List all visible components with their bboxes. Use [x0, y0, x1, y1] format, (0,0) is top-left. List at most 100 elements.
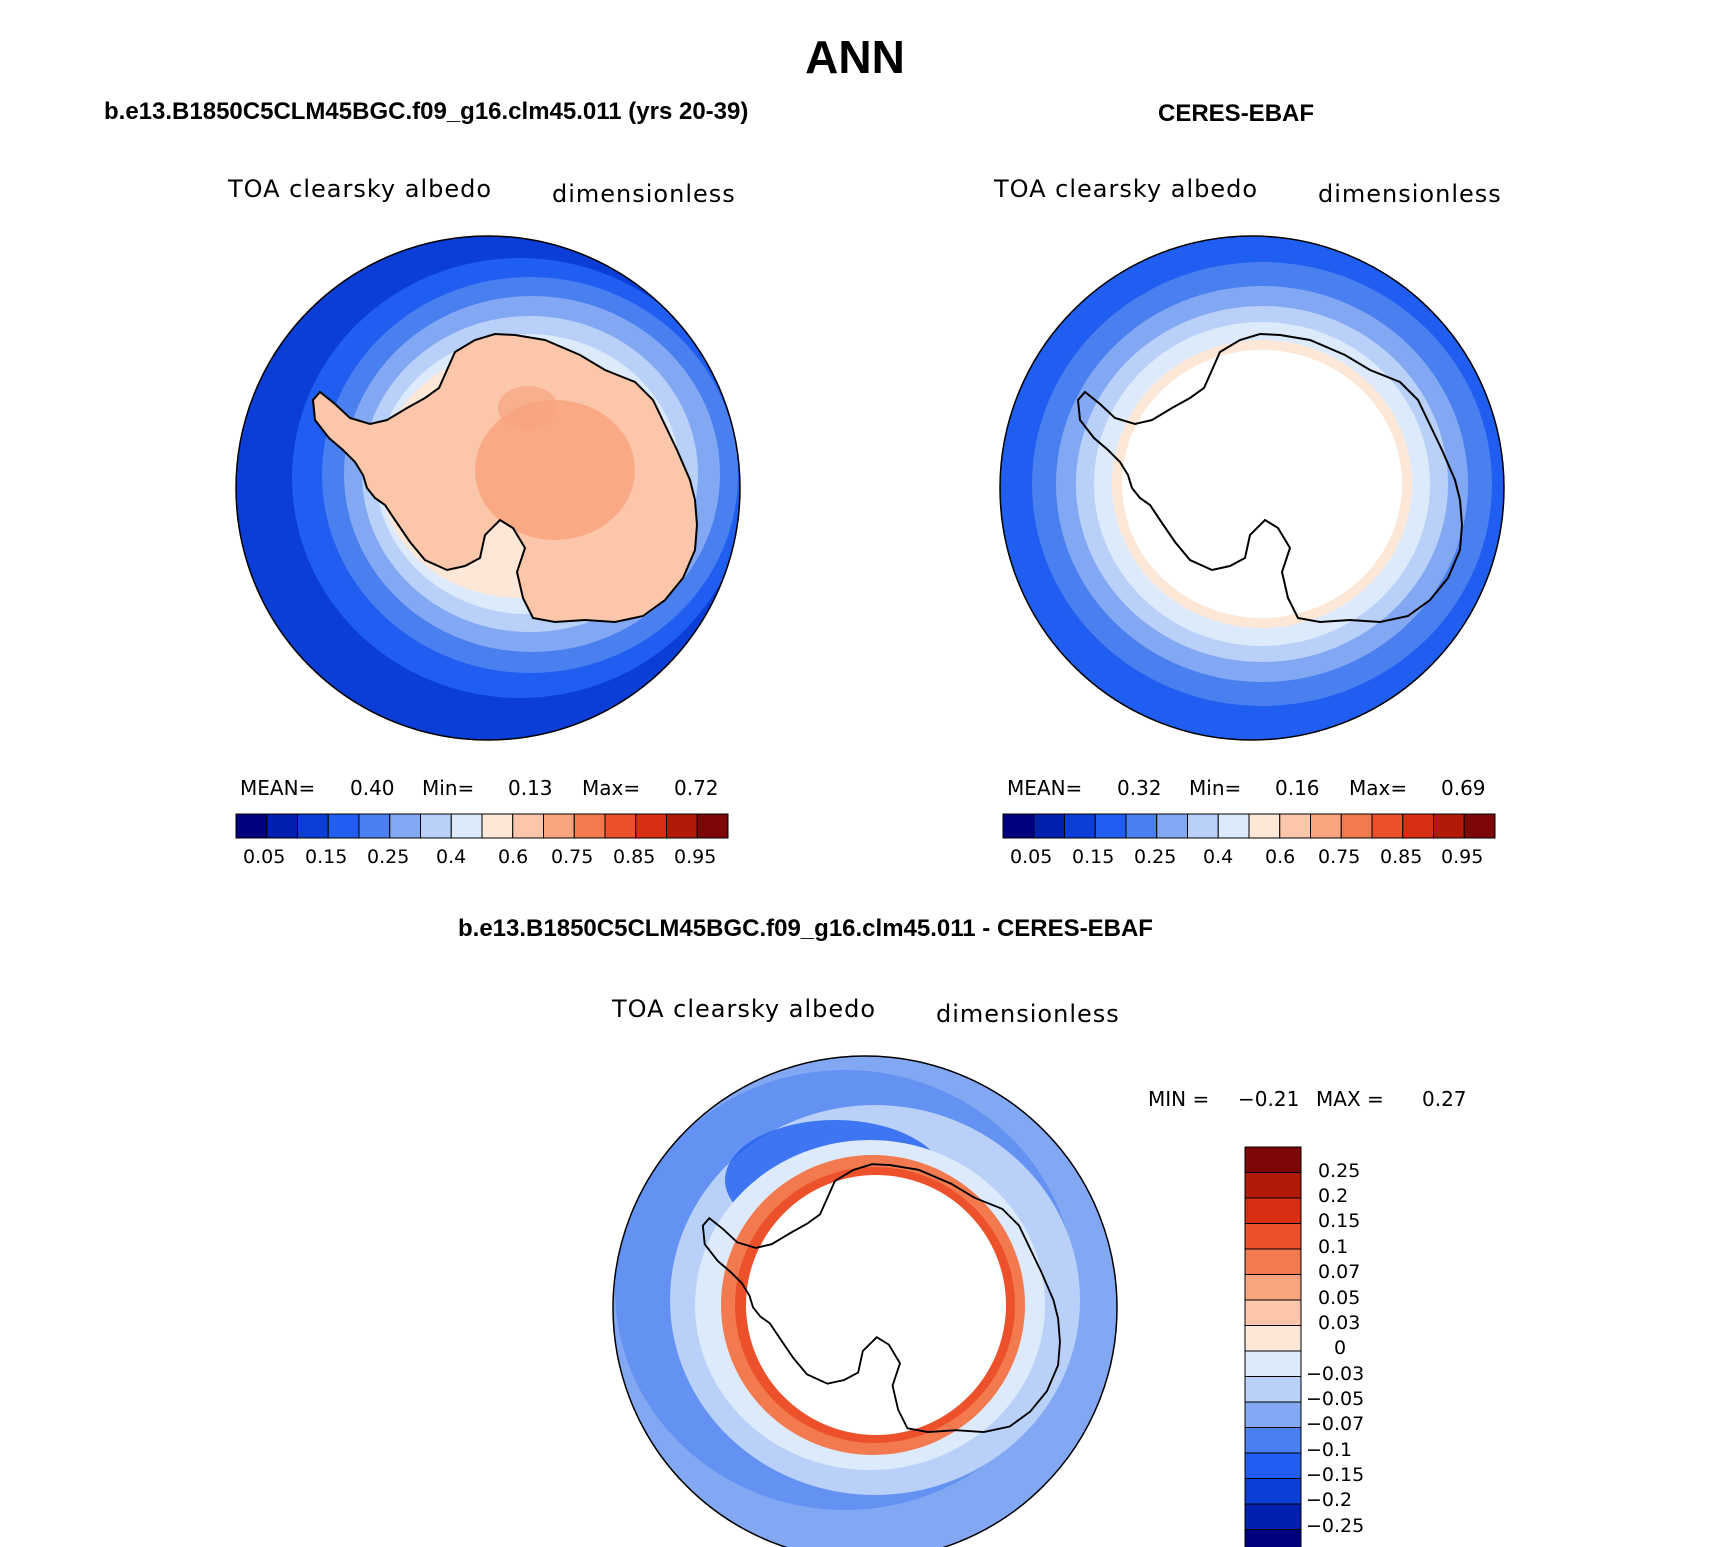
colorbar-label-model: 0.05 — [243, 846, 286, 868]
colorbar-swatch — [1002, 813, 1035, 839]
colorbar-swatch — [1187, 813, 1219, 839]
colorbar-label-diff: 0.07 — [1318, 1261, 1361, 1283]
colorbar-swatch — [481, 813, 514, 839]
colorbar-swatch — [1244, 1529, 1302, 1547]
colorbar-swatch — [1064, 813, 1096, 839]
colorbar-swatch — [450, 813, 483, 839]
colorbar-swatch — [1244, 1350, 1302, 1377]
colorbar-swatch — [1244, 1427, 1302, 1454]
colorbar-label-diff: −0.05 — [1306, 1388, 1365, 1410]
stat-min-label-obs: Min= — [1189, 776, 1242, 800]
stat-max-diff: 0.27 — [1422, 1087, 1467, 1111]
colorbar-swatch — [266, 813, 298, 839]
colorbar-swatch — [543, 813, 575, 839]
colorbar-swatch — [1244, 1325, 1302, 1352]
colorbar-swatch — [573, 813, 606, 839]
colorbar-label-diff: 0.05 — [1318, 1287, 1361, 1309]
colorbar-swatch — [1244, 1401, 1302, 1428]
stat-mean-label-obs: MEAN= — [1007, 776, 1083, 800]
colorbar-swatch — [358, 813, 391, 839]
colorbar-swatch — [1402, 813, 1434, 839]
stat-max-label-diff: MAX = — [1316, 1087, 1384, 1111]
colorbar-swatch — [1244, 1452, 1302, 1479]
colorbar-label-model: 0.15 — [305, 846, 348, 868]
colorbar-label-obs: 0.05 — [1010, 846, 1053, 868]
colorbar-swatch — [666, 813, 698, 839]
colorbar-label-obs: 0.4 — [1203, 846, 1234, 868]
stat-mean-label-model: MEAN= — [240, 776, 316, 800]
stat-min-model: 0.13 — [508, 776, 553, 800]
colorbar-label-diff: 0.15 — [1318, 1210, 1361, 1232]
stat-min-obs: 0.16 — [1275, 776, 1320, 800]
colorbar-swatch — [635, 813, 667, 839]
colorbar-swatch — [1248, 813, 1281, 839]
colorbar-label-obs: 0.25 — [1134, 846, 1177, 868]
colorbar-label-diff: −0.03 — [1306, 1363, 1365, 1385]
stat-max-label-obs: Max= — [1349, 776, 1408, 800]
colorbar-swatch — [327, 813, 360, 839]
colorbar-swatch — [1340, 813, 1373, 839]
colorbar-label-obs: 0.6 — [1265, 846, 1296, 868]
stat-max-label-model: Max= — [582, 776, 641, 800]
colorbar-swatch — [389, 813, 421, 839]
stat-min-label-model: Min= — [422, 776, 475, 800]
colorbar-swatch — [1244, 1376, 1302, 1403]
colorbar-label-diff: 0.2 — [1318, 1185, 1349, 1207]
colorbar-swatch — [1244, 1223, 1302, 1250]
colorbar-label-model: 0.95 — [674, 846, 717, 868]
colorbar-label-model: 0.6 — [498, 846, 529, 868]
variable-label-diff: TOA clearsky albedo — [612, 995, 877, 1023]
colorbar-swatch — [1244, 1274, 1302, 1301]
colorbar-swatch — [604, 813, 637, 839]
colorbar-swatch — [696, 813, 729, 839]
colorbar-swatch — [1244, 1503, 1302, 1530]
colorbar-label-diff: −0.25 — [1306, 1515, 1365, 1537]
units-label-model: dimensionless — [552, 180, 736, 208]
panel-title-obs: CERES-EBAF — [1158, 100, 1315, 127]
map-obs — [999, 235, 1505, 741]
stat-max-obs: 0.69 — [1441, 776, 1486, 800]
colorbar-label-diff: −0.1 — [1306, 1439, 1353, 1461]
colorbar-label-diff: −0.15 — [1306, 1464, 1365, 1486]
colorbar-swatch — [1279, 813, 1311, 839]
colorbar-swatch — [1156, 813, 1188, 839]
colorbar-swatch — [1433, 813, 1465, 839]
colorbar-label-diff: 0.1 — [1318, 1236, 1349, 1258]
colorbar-label-obs: 0.15 — [1072, 846, 1115, 868]
variable-label-obs: TOA clearsky albedo — [994, 175, 1259, 203]
figure-title: ANN — [805, 31, 905, 83]
map-diff — [612, 1055, 1118, 1547]
colorbar-swatch — [1244, 1299, 1302, 1326]
colorbar-swatch — [1244, 1172, 1302, 1199]
colorbar-swatch — [1094, 813, 1127, 839]
map-model — [235, 235, 741, 741]
colorbar-label-model: 0.4 — [436, 846, 467, 868]
colorbar-label-diff: 0 — [1334, 1337, 1347, 1359]
colorbar-swatch — [1244, 1146, 1302, 1173]
colorbar-swatch — [235, 813, 268, 839]
colorbar-label-obs: 0.85 — [1380, 846, 1423, 868]
colorbar-swatch — [512, 813, 544, 839]
colorbar-swatch — [1463, 813, 1496, 839]
colorbar-label-model: 0.85 — [613, 846, 656, 868]
colorbar-obs — [1002, 813, 1496, 839]
colorbar-swatch — [1310, 813, 1342, 839]
colorbar-swatch — [420, 813, 452, 839]
panel-title-diff: b.e13.B1850C5CLM45BGC.f09_g16.clm45.011 … — [458, 915, 1153, 942]
colorbar-swatch — [1125, 813, 1158, 839]
colorbar-label-diff: −0.2 — [1306, 1489, 1353, 1511]
colorbar-swatch — [1371, 813, 1404, 839]
colorbar-swatch — [297, 813, 329, 839]
stat-mean-model: 0.40 — [350, 776, 395, 800]
panel-title-model: b.e13.B1850C5CLM45BGC.f09_g16.clm45.011 … — [104, 98, 749, 125]
stat-mean-obs: 0.32 — [1117, 776, 1162, 800]
colorbar-label-diff: −0.07 — [1306, 1413, 1365, 1435]
colorbar-swatch — [1244, 1197, 1302, 1224]
units-label-diff: dimensionless — [936, 1000, 1120, 1028]
colorbar-swatch — [1033, 813, 1065, 839]
colorbar-label-model: 0.25 — [367, 846, 410, 868]
colorbar-model — [235, 813, 729, 839]
colorbar-swatch — [1244, 1478, 1302, 1505]
stat-min-label-diff: MIN = — [1148, 1087, 1210, 1111]
